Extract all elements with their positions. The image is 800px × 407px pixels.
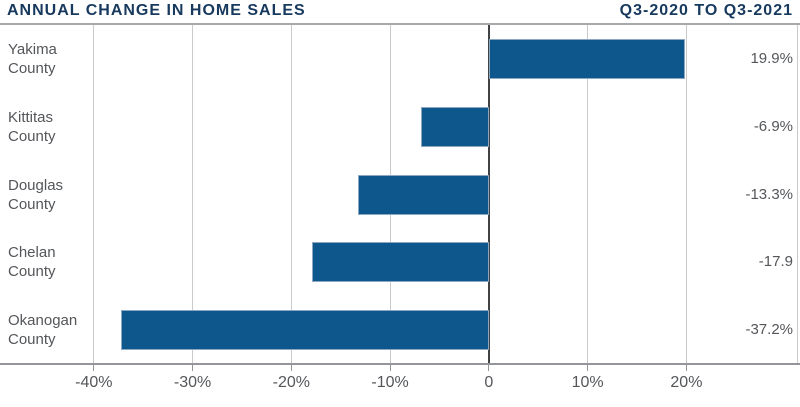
zero-gridline bbox=[487, 25, 490, 364]
gridline bbox=[290, 25, 292, 364]
county-label: Douglas County bbox=[8, 176, 64, 213]
value-label: 19.9% bbox=[750, 49, 793, 67]
county-label: Chelan County bbox=[8, 244, 56, 281]
title-rule bbox=[0, 23, 800, 25]
axis-tick-label: -10% bbox=[371, 374, 409, 391]
bar bbox=[357, 174, 489, 215]
value-label: -17.9 bbox=[758, 253, 793, 271]
axis-tick bbox=[290, 364, 292, 371]
x-axis-line bbox=[0, 363, 800, 365]
value-label: -37.2% bbox=[745, 321, 793, 339]
axis-tick-label: 10% bbox=[571, 374, 604, 391]
period-label: Q3-2020 TO Q3-2021 bbox=[619, 2, 793, 19]
axis-tick-label: -40% bbox=[75, 374, 113, 391]
axis-tick bbox=[192, 364, 194, 371]
bar bbox=[121, 310, 489, 351]
county-label: Kittitas County bbox=[8, 108, 56, 145]
value-label: -6.9% bbox=[753, 117, 793, 135]
bar bbox=[312, 242, 489, 283]
axis-tick bbox=[93, 364, 95, 371]
axis-tick bbox=[587, 364, 589, 371]
page-title: ANNUAL CHANGE IN HOME SALES bbox=[7, 2, 306, 19]
value-label: -13.3% bbox=[745, 185, 793, 203]
axis-tick bbox=[389, 364, 391, 371]
plot-right-border bbox=[797, 25, 798, 364]
gridline bbox=[192, 25, 194, 364]
bar bbox=[420, 106, 489, 147]
axis-tick bbox=[685, 364, 687, 371]
axis-tick-label: 0 bbox=[484, 374, 494, 391]
axis-tick-label: -20% bbox=[272, 374, 311, 391]
axis-tick bbox=[488, 364, 490, 371]
county-label: Okanogan County bbox=[8, 312, 78, 349]
axis-tick-label: 20% bbox=[670, 374, 703, 391]
bar bbox=[488, 38, 686, 79]
county-label: Yakima County bbox=[8, 40, 57, 77]
gridline bbox=[587, 25, 589, 364]
gridline bbox=[93, 25, 95, 364]
axis-tick-label: -30% bbox=[173, 374, 212, 391]
gridline bbox=[685, 25, 687, 364]
